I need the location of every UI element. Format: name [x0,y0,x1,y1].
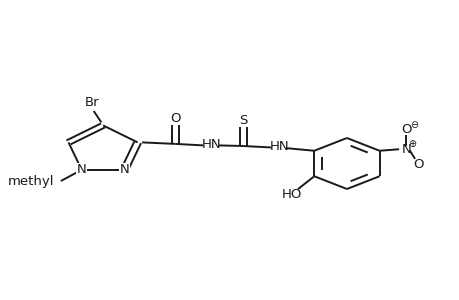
Text: Br: Br [84,95,99,109]
Text: ⊕: ⊕ [408,139,415,149]
Text: ⊖: ⊖ [409,120,417,130]
Text: O: O [170,112,180,124]
Text: HO: HO [281,188,302,201]
Text: HN: HN [201,138,221,151]
Text: N: N [77,164,86,176]
Text: O: O [400,123,410,136]
Text: HN: HN [269,140,288,153]
Text: N: N [119,164,129,176]
Text: N: N [400,143,410,156]
Text: methyl: methyl [7,176,54,188]
Text: S: S [239,114,247,127]
Text: O: O [413,158,423,171]
